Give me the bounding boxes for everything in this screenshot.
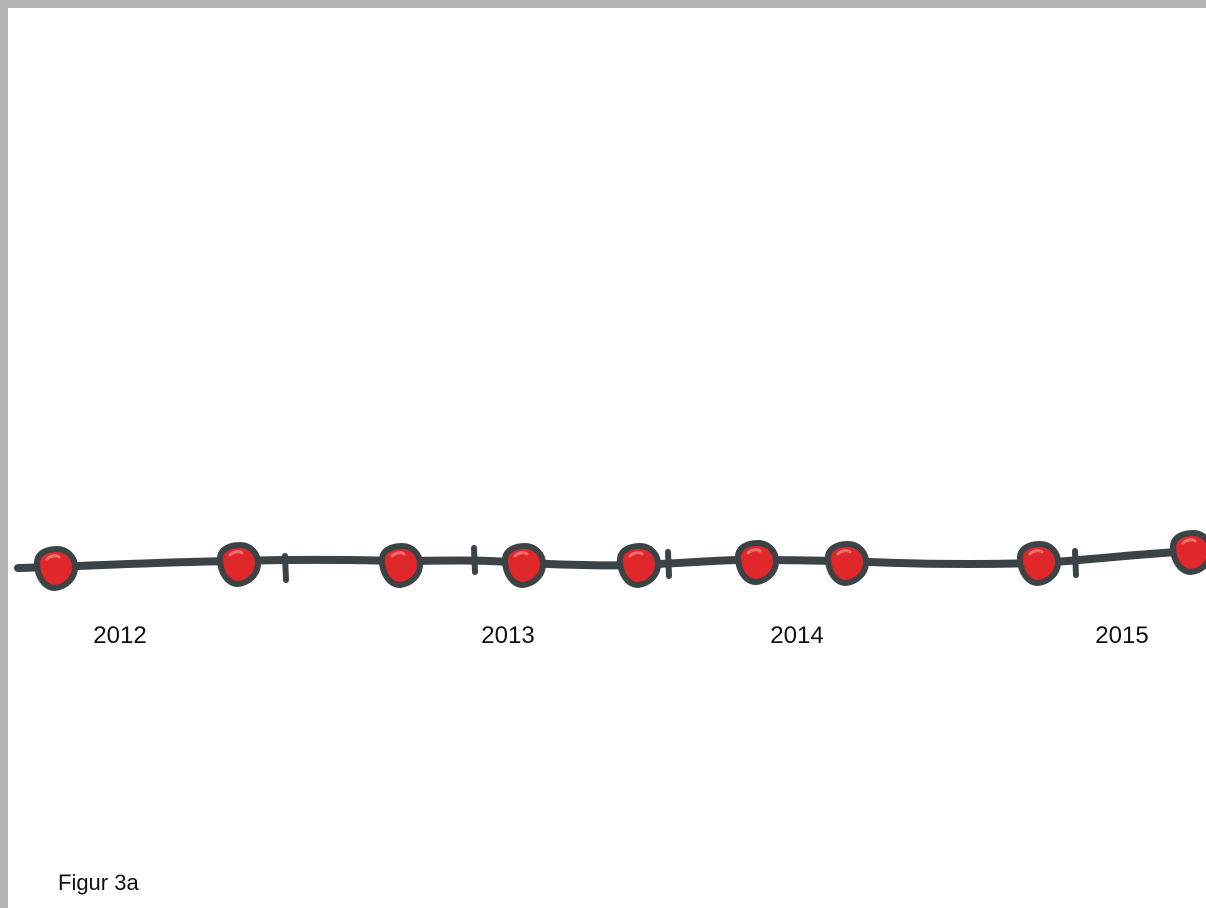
timeline-bead (502, 543, 546, 588)
timeline-tick (1072, 548, 1079, 578)
timeline-bead (34, 546, 78, 591)
timeline-ticks (282, 545, 1079, 583)
timeline-tick (665, 549, 672, 579)
timeline-bead (1017, 541, 1061, 586)
year-label-2013: 2013 (481, 622, 535, 649)
year-label-2014: 2014 (770, 622, 824, 649)
timeline-bead (1170, 530, 1206, 575)
timeline-bead (617, 543, 661, 588)
timeline-bead (735, 540, 779, 585)
year-label-2012: 2012 (93, 622, 147, 649)
year-label-2015: 2015 (1095, 622, 1149, 649)
timeline-bead (825, 541, 869, 586)
timeline-tick (471, 545, 478, 575)
timeline-beads (34, 530, 1206, 591)
timeline-tick (282, 553, 289, 583)
timeline-bead (379, 543, 423, 588)
timeline-diagram (14, 530, 1206, 591)
timeline-bead (217, 542, 261, 587)
figure-caption: Figur 3a (58, 870, 139, 895)
